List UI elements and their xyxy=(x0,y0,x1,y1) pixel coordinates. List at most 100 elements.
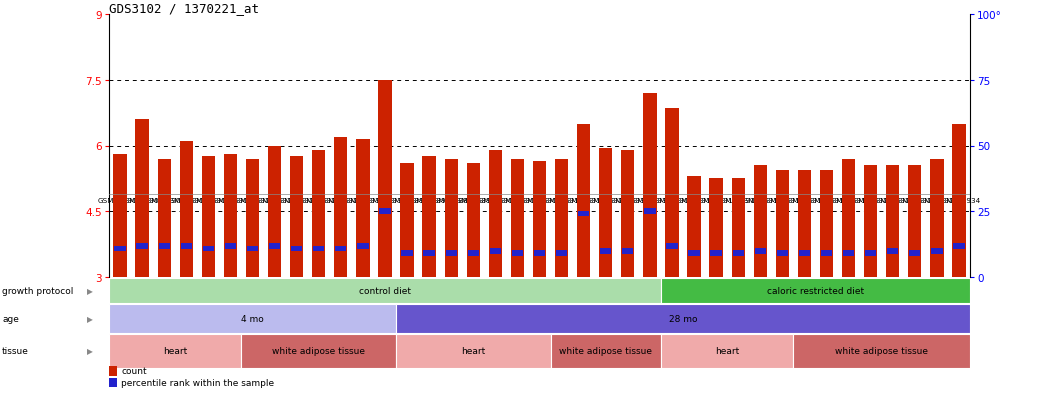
Text: ▶: ▶ xyxy=(87,314,93,323)
Text: caloric restricted diet: caloric restricted diet xyxy=(767,286,864,295)
Bar xyxy=(247,246,258,252)
Bar xyxy=(379,81,392,277)
Bar xyxy=(312,150,326,277)
Text: count: count xyxy=(121,367,147,375)
Bar xyxy=(865,250,876,256)
Text: growth protocol: growth protocol xyxy=(2,286,74,295)
Bar xyxy=(358,244,368,249)
Bar xyxy=(534,250,545,256)
Bar xyxy=(159,244,170,249)
Bar xyxy=(864,166,877,277)
Bar xyxy=(755,248,766,254)
Bar xyxy=(666,109,678,277)
Bar xyxy=(114,246,125,252)
Text: heart: heart xyxy=(716,347,739,356)
Bar xyxy=(489,248,501,254)
Bar xyxy=(113,155,127,277)
Bar xyxy=(643,94,656,277)
Bar xyxy=(931,248,943,254)
Bar xyxy=(400,164,414,277)
Text: ▶: ▶ xyxy=(87,347,93,356)
Bar xyxy=(777,250,788,256)
Text: white adipose tissue: white adipose tissue xyxy=(559,347,652,356)
Bar xyxy=(109,334,242,368)
Bar xyxy=(599,148,613,277)
Bar xyxy=(776,170,789,277)
Bar xyxy=(401,250,413,256)
Bar xyxy=(798,250,810,256)
Bar xyxy=(842,159,856,277)
Bar xyxy=(754,166,767,277)
Bar xyxy=(732,250,744,256)
Bar xyxy=(621,150,635,277)
Bar xyxy=(843,250,854,256)
Bar xyxy=(930,159,944,277)
Bar xyxy=(952,124,965,277)
Bar xyxy=(180,244,192,249)
Text: percentile rank within the sample: percentile rank within the sample xyxy=(121,378,275,387)
Bar xyxy=(467,164,480,277)
Bar xyxy=(689,250,700,256)
Text: heart: heart xyxy=(163,347,188,356)
Text: white adipose tissue: white adipose tissue xyxy=(835,347,928,356)
Text: 4 mo: 4 mo xyxy=(242,314,263,323)
Bar xyxy=(731,179,745,277)
Bar xyxy=(179,142,193,277)
Bar xyxy=(886,166,899,277)
Text: GDS3102 / 1370221_at: GDS3102 / 1370221_at xyxy=(109,2,259,15)
Bar xyxy=(269,244,280,249)
Bar xyxy=(136,120,148,277)
Bar xyxy=(423,250,435,256)
Bar xyxy=(710,250,722,256)
Bar xyxy=(512,250,523,256)
Text: white adipose tissue: white adipose tissue xyxy=(273,347,365,356)
Bar xyxy=(224,155,237,277)
Bar xyxy=(555,159,568,277)
Bar xyxy=(290,157,303,277)
Bar xyxy=(242,334,396,368)
Bar xyxy=(246,159,259,277)
Bar xyxy=(797,170,811,277)
Text: age: age xyxy=(2,314,19,323)
Bar xyxy=(445,159,457,277)
Bar xyxy=(644,209,655,215)
Bar xyxy=(551,334,661,368)
Bar xyxy=(202,246,214,252)
Text: tissue: tissue xyxy=(2,347,29,356)
Bar xyxy=(109,278,661,303)
Bar xyxy=(268,146,281,277)
Bar xyxy=(396,304,970,333)
Bar xyxy=(422,157,436,277)
Bar xyxy=(600,248,612,254)
Bar xyxy=(622,248,634,254)
Bar xyxy=(380,209,391,215)
Text: 28 mo: 28 mo xyxy=(669,314,697,323)
Bar xyxy=(578,211,589,217)
Bar xyxy=(556,250,567,256)
Bar xyxy=(137,244,147,249)
Bar xyxy=(667,244,677,249)
Bar xyxy=(953,244,964,249)
Bar xyxy=(820,170,833,277)
Bar xyxy=(821,250,832,256)
Bar xyxy=(908,166,922,277)
Bar xyxy=(335,246,346,252)
Bar xyxy=(533,161,546,277)
Bar xyxy=(577,124,590,277)
Bar xyxy=(468,250,479,256)
Bar xyxy=(709,179,723,277)
Bar xyxy=(661,334,793,368)
Bar xyxy=(488,150,502,277)
Bar xyxy=(225,244,236,249)
Bar xyxy=(109,304,396,333)
Bar xyxy=(334,138,347,277)
Bar xyxy=(357,140,369,277)
Text: ▶: ▶ xyxy=(87,286,93,295)
Bar xyxy=(511,159,524,277)
Bar xyxy=(661,278,970,303)
Bar xyxy=(313,246,325,252)
Bar xyxy=(793,334,970,368)
Bar xyxy=(887,248,898,254)
Bar xyxy=(291,246,302,252)
Bar xyxy=(396,334,551,368)
